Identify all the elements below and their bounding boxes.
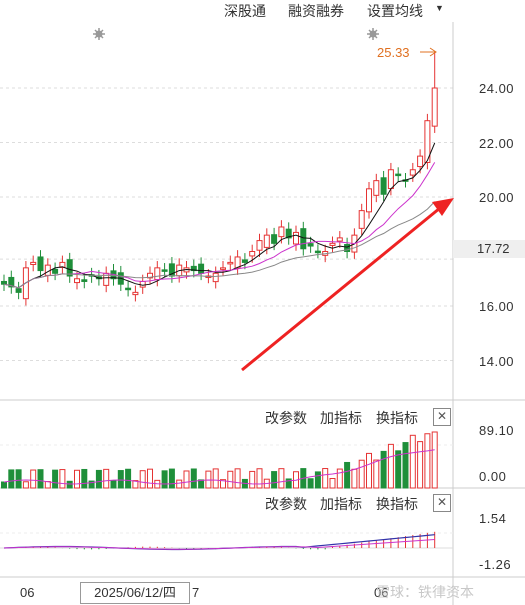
close-icon[interactable]: ✕ [433,494,451,512]
y-axis-label: 22.00 [479,136,515,151]
change-params-button[interactable]: 改参数 [265,410,307,426]
x-axis-label: 06 [20,585,35,600]
ma-settings-link[interactable]: 设置均线 [367,3,423,19]
candlesticks [1,51,438,306]
crosshair-date-box: 2025/06/12/四 [80,582,190,604]
macd-panel-tools: 改参数 加指标 换指标 [265,494,425,512]
y-axis-label: 16.00 [479,299,515,314]
top-toolbar: 深股通 融资融券 设置均线 ▼ [0,0,525,22]
macd-y-label: 1.54 [479,511,507,526]
close-icon[interactable]: ✕ [433,408,451,426]
switch-indicator-button[interactable]: 换指标 [376,410,418,426]
add-indicator-button[interactable]: 加指标 [320,496,362,512]
watermark: 雪球：铁律资本 [376,584,474,600]
price-gridlines [0,22,525,605]
y-axis-label: 14.00 [479,354,515,369]
volume-panel-tools: 改参数 加指标 换指标 [265,408,425,426]
volume-bars [1,431,438,489]
macd-histogram [3,531,436,551]
x-axis-label: 7 [192,585,200,600]
switch-indicator-button[interactable]: 换指标 [376,496,418,512]
volume-y-label: 89.10 [479,423,515,438]
volume-y-label: 0.00 [479,469,507,484]
chevron-down-icon[interactable]: ▼ [435,3,444,13]
x-axis-label: 06 [374,585,389,600]
high-arrow-icon [420,47,437,57]
macd-y-label: -1.26 [479,557,512,572]
event-marker-icon [367,28,379,40]
y-axis-label: 24.00 [479,81,515,96]
change-params-button[interactable]: 改参数 [265,496,307,512]
current-price-label: 17.72 [453,240,525,258]
y-axis-label: 20.00 [479,190,515,205]
shenzhen-connect-link[interactable]: 深股通 [224,3,266,19]
moving-averages [3,142,436,289]
add-indicator-button[interactable]: 加指标 [320,410,362,426]
high-price-marker: 25.33 [377,45,410,60]
trend-arrow [241,198,454,372]
margin-trading-link[interactable]: 融资融券 [288,3,344,19]
event-marker-icon [93,28,105,40]
